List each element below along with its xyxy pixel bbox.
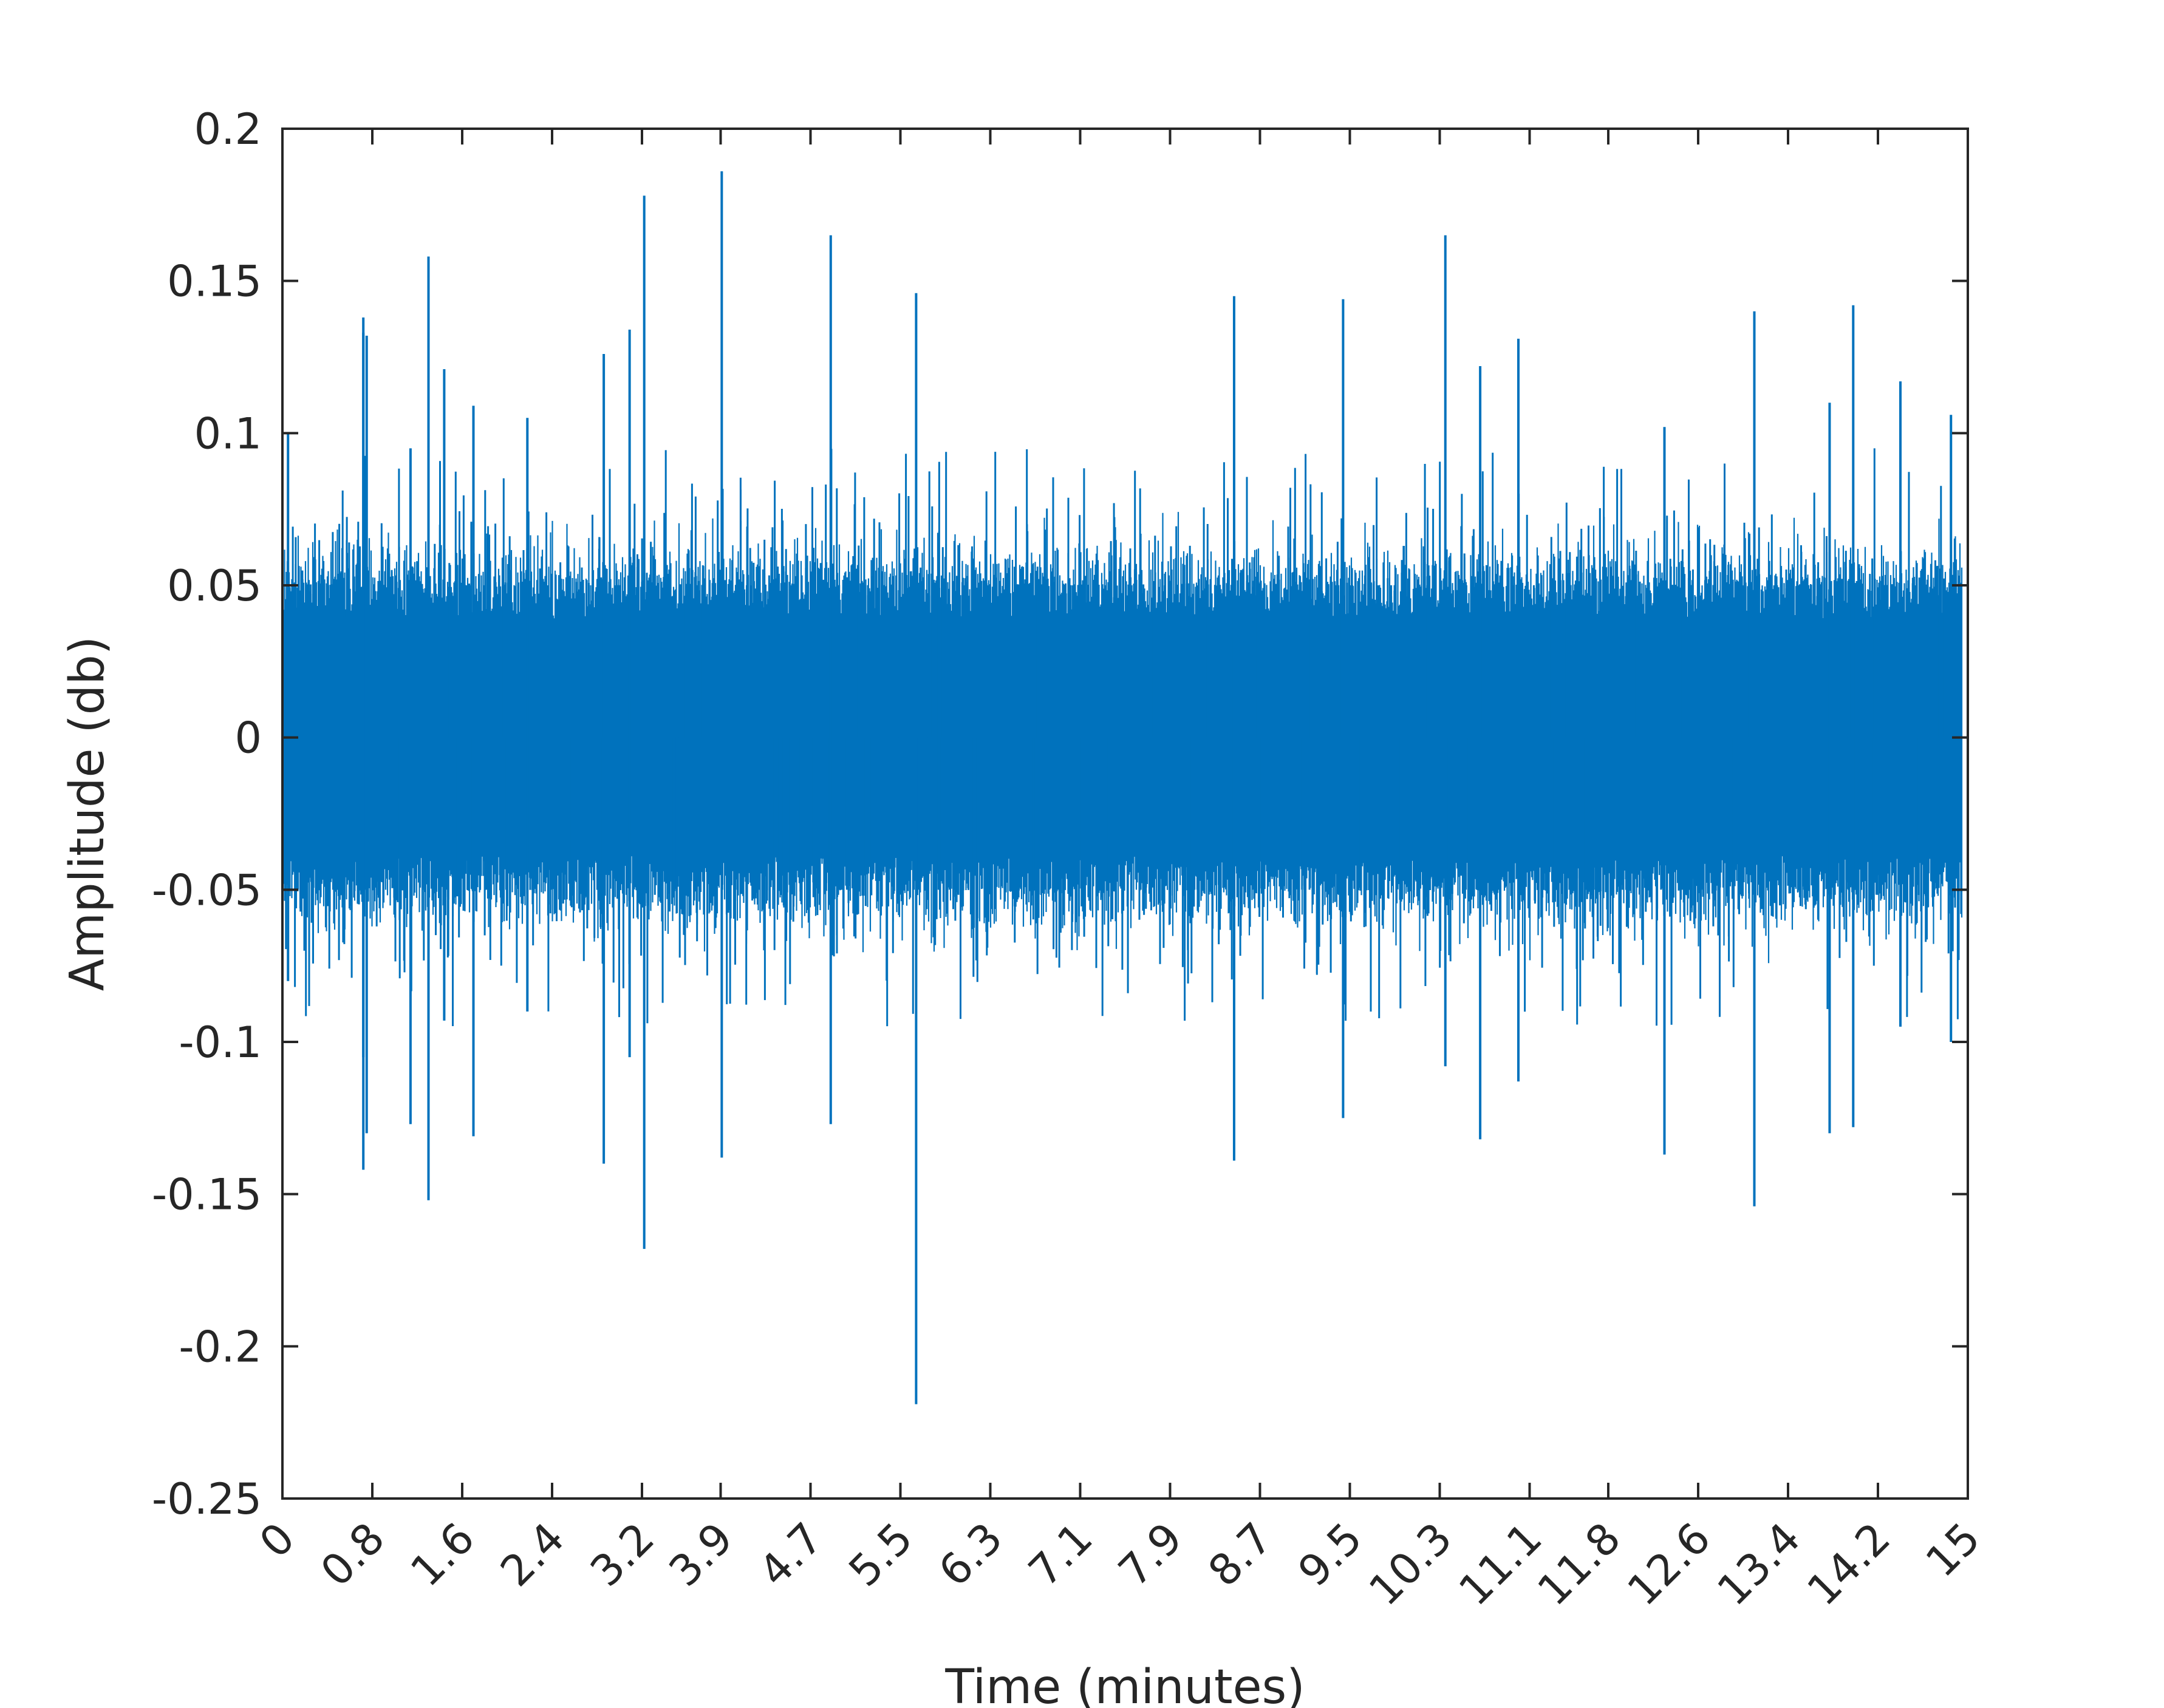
- x-tick-label: 3.9: [660, 1513, 743, 1596]
- x-tick-label: 3.2: [581, 1513, 664, 1596]
- x-tick-label: 15: [1916, 1513, 1990, 1587]
- y-tick-label: 0: [234, 713, 262, 763]
- axes-box: [281, 128, 1969, 1500]
- plot-area: [282, 171, 1963, 1404]
- x-tick-label: 10.3: [1359, 1513, 1461, 1615]
- x-tick-label: 9.5: [1289, 1513, 1372, 1596]
- x-tick-label: 2.4: [491, 1513, 574, 1596]
- y-tick-label: -0.15: [152, 1170, 262, 1220]
- y-tick-label: -0.05: [152, 865, 262, 915]
- y-tick-label: 0.05: [167, 561, 262, 611]
- y-tick-label: 0.15: [167, 257, 262, 307]
- y-tick-label: 0.1: [194, 409, 262, 458]
- waveform-spikes: [285, 448, 1960, 1027]
- x-tick-label: 8.7: [1199, 1513, 1282, 1596]
- x-tick-label: 11.1: [1449, 1513, 1551, 1615]
- y-axis-label: Amplitude (db): [60, 636, 115, 991]
- y-tick-label: 0.2: [194, 104, 262, 154]
- x-tick-label: 11.8: [1528, 1513, 1630, 1615]
- x-tick-label: 7.9: [1109, 1513, 1192, 1596]
- x-tick-label: 1.6: [401, 1513, 484, 1596]
- x-tick-label: 14.2: [1798, 1513, 1900, 1615]
- y-tick-label: -0.1: [179, 1018, 262, 1067]
- x-tick-label: 0.8: [311, 1513, 394, 1596]
- x-tick-label: 13.4: [1708, 1513, 1810, 1615]
- y-tick-label: -0.2: [179, 1322, 262, 1372]
- y-tick-label: -0.25: [152, 1474, 262, 1524]
- x-tick-label: 4.7: [749, 1513, 833, 1596]
- x-tick-label: 7.1: [1019, 1513, 1102, 1596]
- x-tick-label: 5.5: [839, 1513, 923, 1596]
- x-tick-label: 12.6: [1618, 1513, 1720, 1615]
- x-axis-label: Time (minutes): [944, 1660, 1305, 1708]
- x-tick-label: 6.3: [929, 1513, 1012, 1596]
